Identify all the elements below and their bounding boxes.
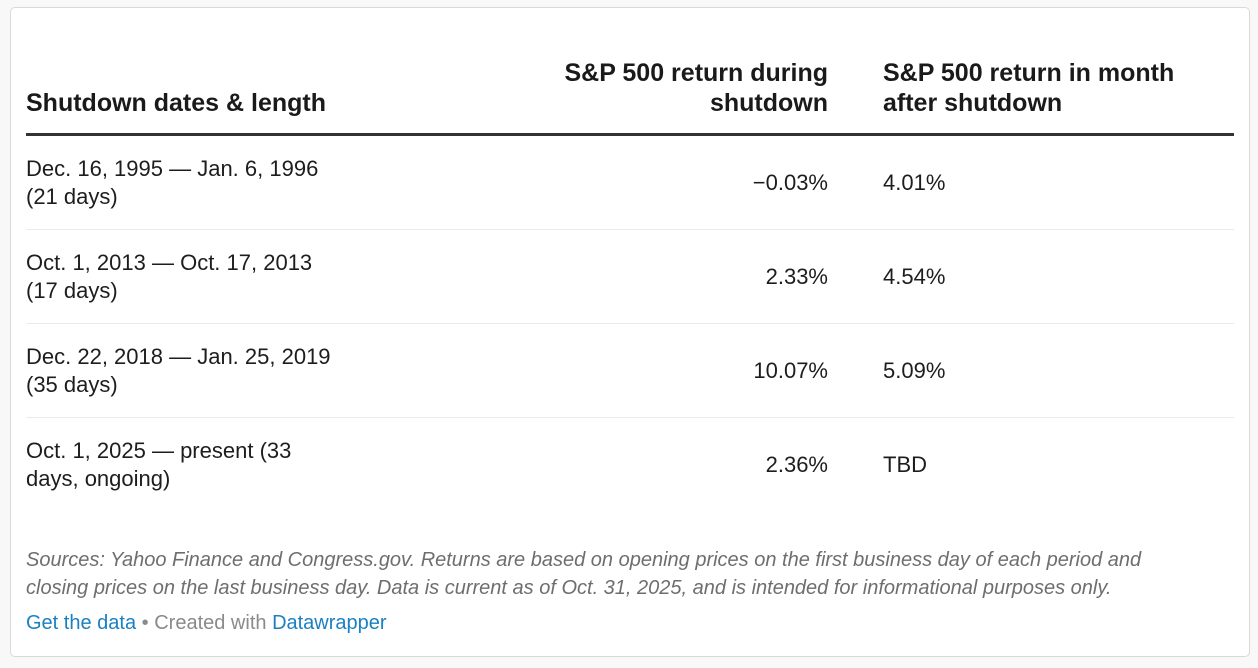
cell-shutdown-dates: Oct. 1, 2025 — present (33 days, ongoing…: [26, 437, 541, 493]
table-header-row: Shutdown dates & length S&P 500 return d…: [26, 8, 1234, 136]
footer-attribution: Get the data • Created with Datawrapper: [26, 609, 1234, 637]
cell-return-after-shutdown: 5.09%: [883, 357, 946, 383]
bullet-separator: •: [141, 612, 149, 634]
column-header-return-during-line1: S&P 500 return during: [564, 59, 829, 87]
table-row: Oct. 1, 2013 — Oct. 17, 2013 (17 days) 2…: [26, 230, 1234, 324]
table-body: Dec. 16, 1995 — Jan. 6, 1996 (21 days) −…: [26, 136, 1234, 512]
cell-shutdown-dates: Dec. 16, 1995 — Jan. 6, 1996 (21 days): [26, 155, 541, 211]
table-footer: Sources: Yahoo Finance and Congress.gov.…: [26, 546, 1234, 637]
cell-shutdown-dates: Dec. 22, 2018 — Jan. 25, 2019 (35 days): [26, 343, 541, 399]
get-the-data-link[interactable]: Get the data: [26, 612, 137, 634]
cell-return-after-shutdown: 4.54%: [883, 263, 946, 289]
shutdown-dates-line1: Oct. 1, 2025 — present (33: [26, 438, 292, 463]
column-header-return-after: S&P 500 return in month after shutdown: [828, 58, 1234, 118]
shutdown-dates-line2: days, ongoing): [26, 466, 171, 491]
shutdown-dates-line2: (35 days): [26, 371, 118, 397]
footer-sources-line2: closing prices on the last business day.…: [26, 577, 1112, 599]
column-header-return-after-line1: S&P 500 return in month: [883, 59, 1175, 87]
cell-return-during-shutdown: 2.33%: [765, 263, 828, 289]
table-row: Dec. 22, 2018 — Jan. 25, 2019 (35 days) …: [26, 324, 1234, 418]
shutdown-dates-line2: (21 days): [26, 183, 118, 209]
column-header-return-during-line2: shutdown: [709, 89, 828, 117]
table-row: Oct. 1, 2025 — present (33 days, ongoing…: [26, 418, 1234, 512]
shutdown-dates-line1: Oct. 1, 2013 — Oct. 17, 2013: [26, 249, 313, 275]
created-with-text: Created with: [154, 612, 267, 634]
column-header-return-during: S&P 500 return during shutdown: [541, 58, 829, 118]
column-header-return-after-line2: after shutdown: [883, 89, 1063, 117]
cell-return-during-shutdown: −0.03%: [752, 169, 828, 195]
table-card: Shutdown dates & length S&P 500 return d…: [10, 7, 1250, 657]
shutdown-dates-line1: Dec. 22, 2018 — Jan. 25, 2019: [26, 343, 331, 369]
cell-return-after-shutdown: 4.01%: [883, 169, 946, 195]
cell-shutdown-dates: Oct. 1, 2013 — Oct. 17, 2013 (17 days): [26, 249, 541, 305]
datawrapper-link[interactable]: Datawrapper: [272, 612, 387, 634]
cell-return-after-shutdown: TBD: [883, 452, 927, 477]
table-row: Dec. 16, 1995 — Jan. 6, 1996 (21 days) −…: [26, 136, 1234, 230]
footer-sources: Sources: Yahoo Finance and Congress.gov.…: [26, 546, 1234, 602]
shutdown-dates-line1: Dec. 16, 1995 — Jan. 6, 1996: [26, 155, 319, 181]
cell-return-during-shutdown: 2.36%: [765, 452, 828, 477]
footer-sources-line1: Sources: Yahoo Finance and Congress.gov.…: [26, 549, 1142, 571]
shutdown-dates-line2: (17 days): [26, 277, 118, 303]
column-header-dates: Shutdown dates & length: [26, 89, 326, 117]
cell-return-during-shutdown: 10.07%: [753, 357, 828, 383]
